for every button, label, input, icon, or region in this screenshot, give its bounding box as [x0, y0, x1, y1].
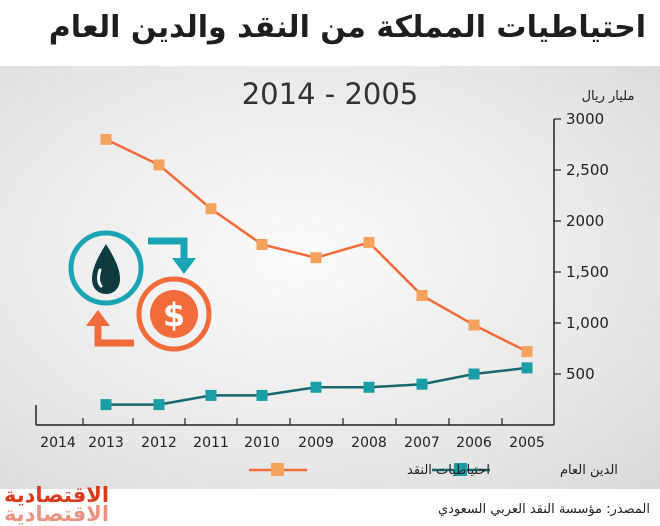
y-tick-label: 2000 — [566, 212, 604, 230]
data-point — [153, 159, 165, 171]
data-point — [363, 381, 375, 393]
y-axis-label: مليار ريال — [582, 89, 635, 104]
tick-labels: 2014 2013 2012 2011 2010 2009 2008 2007 2006 2005… — [40, 110, 609, 451]
chart-title: احتياطيات المملكة من النقد والدين العام — [48, 10, 646, 45]
logo-line-reflection: الاقتصادية — [4, 502, 110, 526]
y-tick-label: 2,500 — [566, 161, 609, 179]
data-point — [205, 203, 217, 215]
data-point — [521, 346, 533, 358]
data-point — [416, 289, 428, 301]
series-0 — [100, 133, 533, 358]
exchange-arrows-icon — [86, 237, 196, 347]
data-point — [310, 381, 322, 393]
x-tick-label: 2010 — [244, 435, 280, 451]
y-tick-label: 1,000 — [566, 314, 609, 332]
x-tick-label: 2013 — [88, 435, 124, 451]
x-tick-label: 2005 — [509, 435, 545, 451]
x-tick-label: 2014 — [40, 435, 76, 451]
legend-label-public-debt: الدين العام — [560, 463, 618, 478]
y-tick-label: 1,500 — [566, 263, 609, 281]
series-layer — [100, 133, 533, 411]
oil-drop-icon — [68, 230, 144, 306]
publisher-logo: الاقتصادية الاقتصادية — [4, 483, 110, 526]
icon-group: $ — [68, 230, 212, 352]
data-point — [153, 399, 165, 411]
data-point — [468, 319, 480, 331]
axes — [35, 118, 561, 426]
footer: المصدر: مؤسسة النقد العربي السعودي — [0, 489, 660, 525]
x-tick-label: 2008 — [351, 435, 387, 451]
data-point — [256, 238, 268, 250]
data-point — [468, 368, 480, 380]
data-point — [100, 133, 112, 145]
x-tick-label: 2007 — [404, 435, 440, 451]
data-point — [100, 399, 112, 411]
data-point — [205, 389, 217, 401]
period-label: 2014 - 2005 — [242, 77, 419, 111]
legend-item-cash-reserves: احتياطيات النقد — [249, 463, 490, 478]
data-point — [310, 252, 322, 264]
x-tick-label: 2006 — [456, 435, 492, 451]
y-tick-label: 500 — [566, 365, 595, 383]
legend: الدين العام احتياطيات النقد — [249, 463, 618, 478]
dollar-coin-icon: $ — [136, 276, 212, 352]
y-tick-label: 3000 — [566, 110, 604, 128]
title-bar: احتياطيات المملكة من النقد والدين العام — [0, 0, 660, 66]
data-point — [363, 236, 375, 248]
x-tick-label: 2011 — [193, 435, 229, 451]
data-point — [521, 362, 533, 374]
source-note: المصدر: مؤسسة النقد العربي السعودي — [438, 502, 650, 517]
data-point — [416, 378, 428, 390]
logo-line: الاقتصادية — [4, 483, 110, 507]
legend-label-cash-reserves: احتياطيات النقد — [407, 463, 490, 478]
x-tick-label: 2009 — [298, 435, 334, 451]
data-point — [256, 389, 268, 401]
legend-item-public-debt: الدين العام — [432, 463, 618, 478]
series-1 — [100, 362, 533, 411]
x-tick-label: 2012 — [141, 435, 177, 451]
svg-text:$: $ — [163, 296, 185, 334]
